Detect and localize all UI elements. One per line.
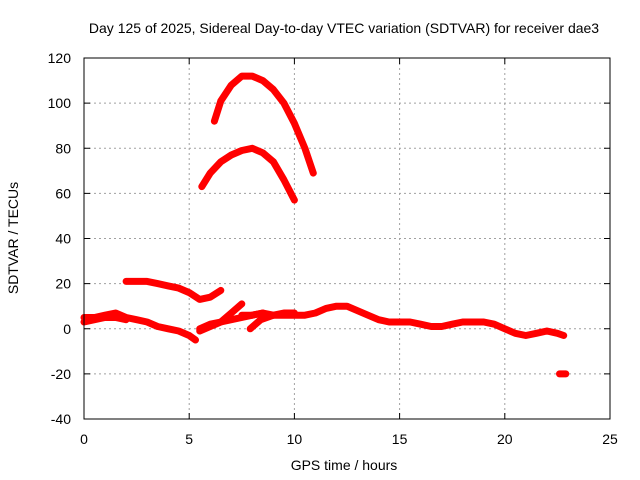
y-tick-label: 20 [55, 276, 71, 292]
x-tick-label: 20 [497, 431, 513, 447]
data-series [80, 72, 570, 378]
y-tick-label: 60 [55, 185, 71, 201]
x-axis-label: GPS time / hours [291, 457, 398, 473]
axis-ticks: 0 5 10 15 20 25 -40 -20 0 20 40 60 80 100 120 [48, 50, 618, 447]
x-tick-label: 15 [392, 431, 408, 447]
plot-frame [83, 57, 611, 420]
x-tick-label: 10 [287, 431, 303, 447]
chart-title: Day 125 of 2025, Sidereal Day-to-day VTE… [89, 20, 599, 36]
grid [84, 58, 610, 419]
series-line-arc-9 [210, 72, 317, 177]
y-tick-label: -20 [51, 366, 71, 382]
x-tick-label: 5 [185, 431, 193, 447]
series-line-arc-3 [122, 277, 225, 303]
y-tick-label: 40 [55, 231, 71, 247]
y-tick-label: 120 [48, 50, 72, 66]
y-tick-label: 100 [48, 95, 72, 111]
y-tick-label: 80 [55, 140, 71, 156]
y-axis-label: SDTVAR / TECUs [5, 182, 21, 294]
series-line-arc-8 [198, 144, 298, 204]
y-tick-label: -40 [51, 411, 71, 427]
series-line-arc-7 [246, 309, 298, 333]
y-tick-label: 0 [63, 321, 71, 337]
x-tick-label: 25 [602, 431, 618, 447]
series-line-arc-2 [80, 314, 130, 326]
x-tick-label: 0 [80, 431, 88, 447]
